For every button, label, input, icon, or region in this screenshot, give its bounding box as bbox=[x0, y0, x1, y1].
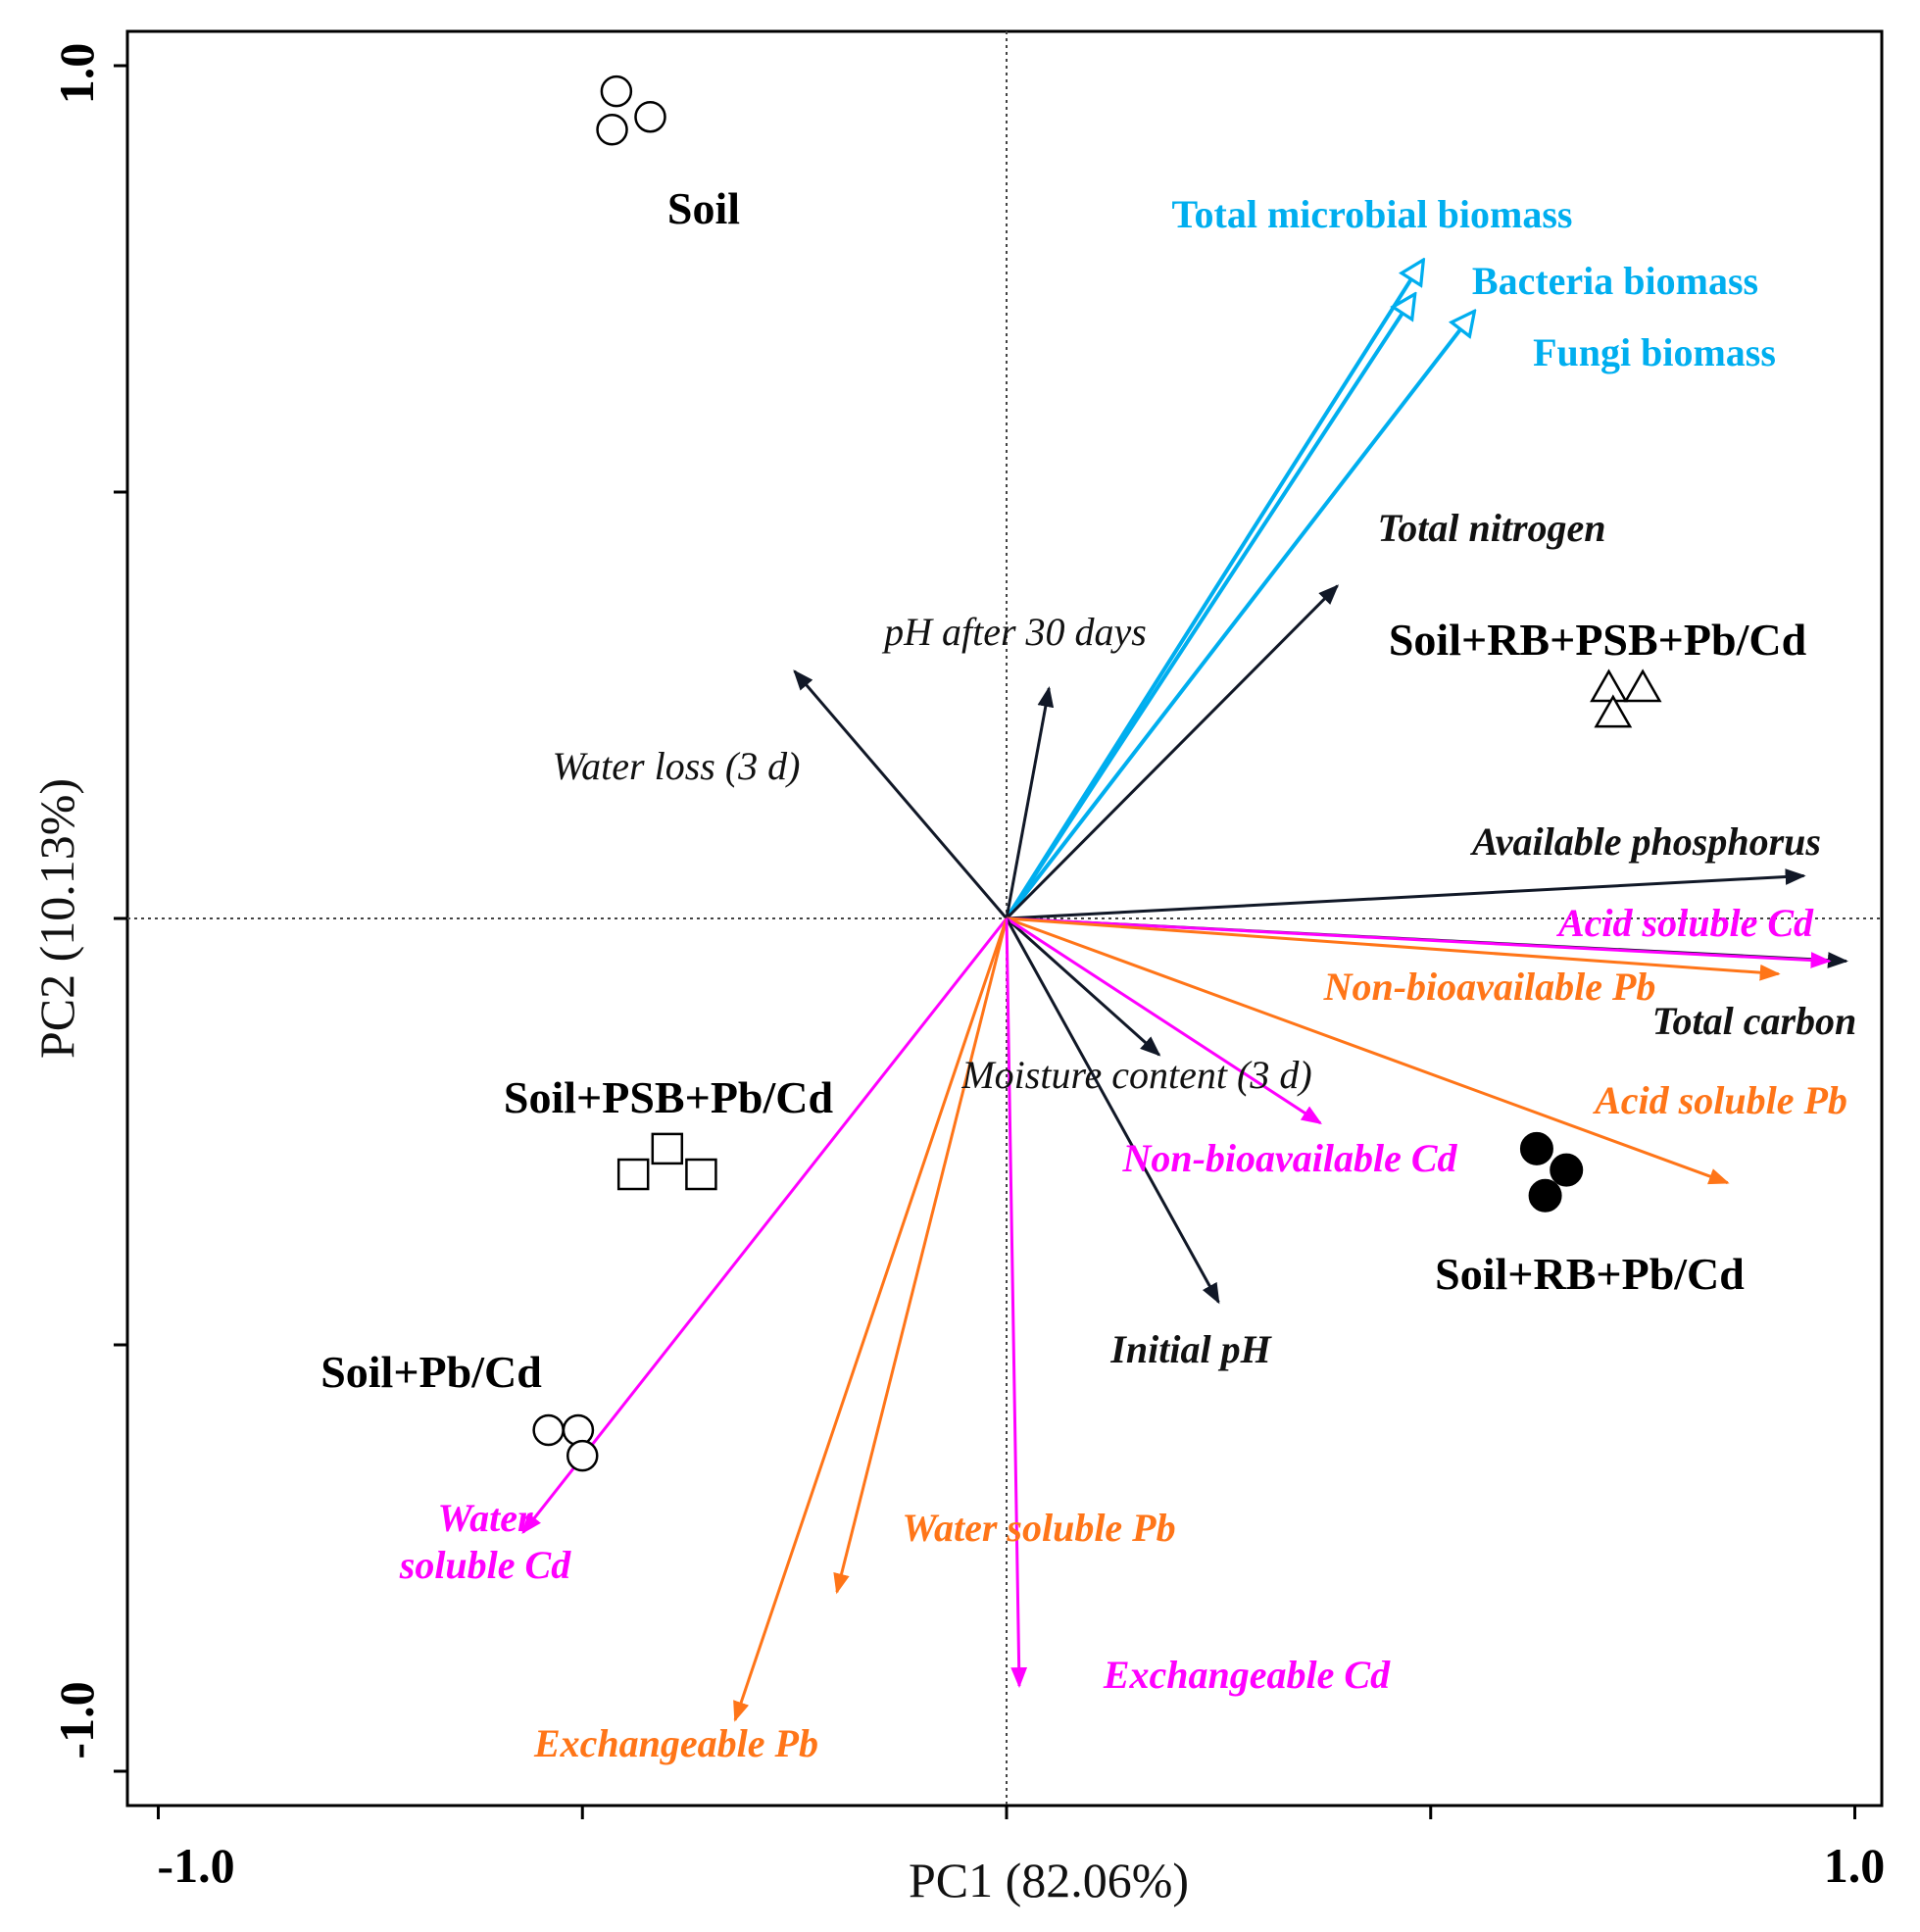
vector-label-acid-soluble-cd: Acid soluble Cd bbox=[1555, 901, 1814, 945]
x-axis-title: PC1 (82.06%) bbox=[909, 1853, 1189, 1907]
sample-label-soil-psb: Soil+PSB+Pb/Cd bbox=[504, 1072, 834, 1122]
vector-label-non-bioavailable-cd: Non-bioavailable Cd bbox=[1121, 1136, 1457, 1180]
sample-point-soil bbox=[634, 100, 666, 133]
vector-label-ph-after-30-days: pH after 30 days bbox=[881, 610, 1147, 654]
vector-acid-soluble-pb bbox=[1006, 916, 1730, 1185]
sample-point-soil-rb-psb-pb-cd bbox=[1623, 669, 1662, 703]
x-tick-label-min: -1.0 bbox=[157, 1838, 234, 1893]
sample-point-soil-rb-pb-cd bbox=[1519, 1131, 1553, 1165]
vector-label-initial-ph: Initial pH bbox=[1109, 1327, 1272, 1371]
x-tick-label-max: 1.0 bbox=[1824, 1838, 1886, 1893]
vector-label-water-soluble-pb: Water soluble Pb bbox=[902, 1506, 1175, 1550]
vector-label-moisture-content: Moisture content (3 d) bbox=[960, 1053, 1311, 1097]
sample-label-soil-rb: Soil+RB+Pb/Cd bbox=[1435, 1249, 1745, 1299]
sample-point-soil bbox=[600, 74, 633, 108]
sample-label-soil-pbcd: Soil+Pb/Cd bbox=[320, 1347, 542, 1397]
vector-label-total-carbon: Total carbon bbox=[1652, 999, 1857, 1043]
vector-label-fungi-biomass: Fungi biomass bbox=[1533, 330, 1776, 374]
vector-label-water-loss: Water loss (3 d) bbox=[553, 744, 801, 788]
vector-water-soluble-pb bbox=[833, 917, 1009, 1595]
vector-available-phosphorus bbox=[1006, 868, 1806, 920]
y-axis-title: PC2 (10.13%) bbox=[29, 778, 84, 1059]
vector-fungi-biomass bbox=[1005, 313, 1473, 920]
sample-point-soil bbox=[596, 114, 628, 146]
sample-point-soil-pb-cd bbox=[532, 1413, 565, 1447]
vector-label-water-soluble-cd: Water soluble Cd bbox=[399, 1496, 571, 1587]
vector-exchangeable-pb bbox=[733, 917, 1009, 1722]
vector-label-non-bioavailable-pb: Non-bioavailable Pb bbox=[1323, 965, 1656, 1009]
vector-water-soluble-cd bbox=[521, 917, 1009, 1535]
vector-label-bacteria-biomass: Bacteria biomass bbox=[1472, 259, 1758, 303]
sample-point-soil-rb-pb-cd bbox=[1528, 1178, 1562, 1213]
vector-bacteria-biomass bbox=[1005, 296, 1413, 920]
vector-ph-after-30-days bbox=[1005, 686, 1055, 919]
vector-label-total-microbial-biomass: Total microbial biomass bbox=[1172, 192, 1573, 236]
vector-label-acid-soluble-pb: Acid soluble Pb bbox=[1592, 1078, 1847, 1122]
sample-label-soil-rb-psb: Soil+RB+PSB+Pb/Cd bbox=[1389, 615, 1807, 665]
y-tick-label-max: 1.0 bbox=[49, 43, 104, 105]
vector-non-bioavailable-cd bbox=[1006, 916, 1322, 1125]
sample-point-soil-pb-cd bbox=[566, 1439, 599, 1472]
vector-label-exchangeable-cd: Exchangeable Cd bbox=[1103, 1653, 1391, 1697]
vector-label-exchangeable-pb: Exchangeable Pb bbox=[533, 1721, 818, 1765]
sample-point-soil-rb-psb-pb-cd bbox=[1590, 669, 1628, 703]
vector-acid-soluble-cd bbox=[1006, 916, 1832, 968]
sample-point-soil-rb-psb-pb-cd bbox=[1594, 694, 1633, 728]
vector-label-available-phosphorus: Available phosphorus bbox=[1469, 819, 1821, 864]
sample-point-soil-rb-pb-cd bbox=[1550, 1153, 1584, 1187]
vector-label-total-nitrogen: Total nitrogen bbox=[1377, 506, 1605, 550]
vector-total-nitrogen bbox=[1005, 584, 1340, 920]
vector-exchangeable-cd bbox=[1005, 917, 1028, 1689]
sample-point-soil-psb-pb-cd bbox=[651, 1132, 684, 1165]
vector-non-bioavailable-pb bbox=[1006, 916, 1781, 981]
sample-label-soil: Soil bbox=[667, 183, 740, 233]
sample-point-soil-psb-pb-cd bbox=[616, 1158, 650, 1191]
vector-moisture-content-3-d bbox=[1006, 916, 1161, 1057]
vector-initial-ph bbox=[1005, 917, 1220, 1305]
sample-point-soil-psb-pb-cd bbox=[685, 1158, 717, 1191]
vector-water-loss-3-d bbox=[793, 669, 1009, 919]
y-tick-label-min: -1.0 bbox=[49, 1681, 104, 1759]
